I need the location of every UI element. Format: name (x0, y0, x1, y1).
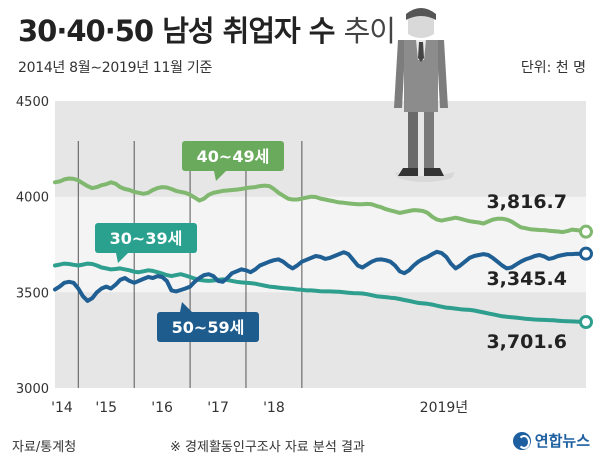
end-point-marker (579, 246, 593, 261)
end-point-marker (579, 224, 593, 239)
footnote: ※ 경제활동인구조사 자료 분석 결과 (170, 440, 365, 455)
label-30-39-pointer (116, 253, 128, 263)
illustration-tie (418, 42, 424, 62)
label-50-59-box (157, 312, 259, 342)
x-tick-label: '14 (51, 400, 73, 416)
band-3000-3500 (55, 292, 586, 388)
y-tick-label: 3000 (16, 382, 49, 397)
end-value-label: 3,701.6 (486, 331, 567, 353)
chart-title: 30·40·50 남성 취업자 수 추이 (18, 8, 396, 50)
illustration-left-shoe (398, 168, 418, 176)
x-tick-label: '17 (207, 400, 229, 416)
series-50-59-line (53, 249, 588, 303)
title-main: 30·40·50 남성 취업자 수 (18, 14, 335, 48)
band-4000-4500 (55, 101, 586, 197)
x-tick-label: '16 (151, 400, 173, 416)
x-tick-label: '15 (95, 400, 117, 416)
x-tick-label: 2019년 (420, 400, 469, 416)
date-range-subtitle: 2014년 8월∼2019년 11월 기준 (18, 60, 213, 76)
y-tick-label: 3500 (16, 286, 49, 301)
label-40-49-pointer (214, 171, 226, 181)
illustration-shadow (395, 172, 455, 182)
y-tick-label: 4000 (16, 191, 49, 206)
end-value-label: 3,816.7 (486, 191, 567, 213)
illustration-head (408, 12, 434, 38)
businessman-illustration (394, 8, 455, 182)
yonhap-logo-icon (512, 431, 531, 450)
illustration-right-shoe (424, 168, 444, 176)
illustration-right-leg (424, 105, 434, 170)
illustration-torso (404, 40, 438, 112)
label-40-49-box (182, 141, 284, 171)
series-30-39-line (53, 261, 588, 324)
series-40-49-line (53, 176, 588, 235)
label-30-39-text: 30∼39세 (110, 229, 183, 248)
label-40-49-text: 40∼49세 (197, 147, 270, 166)
y-tick-label: 4500 (16, 95, 49, 110)
illustration-left-leg (408, 105, 418, 170)
label-30-39-box (95, 223, 197, 253)
source-label: 자료/통계청 (12, 440, 77, 455)
x-tick-label: '18 (263, 400, 285, 416)
label-50-59-text: 50∼59세 (172, 318, 245, 337)
logo-text: 연합뉴스 (534, 432, 590, 450)
title-light: 추이 (343, 14, 396, 48)
label-50-59-pointer (180, 302, 192, 312)
illustration-hair (406, 8, 436, 20)
end-value-label: 3,345.4 (486, 268, 567, 290)
yonhap-logo: 연합뉴스 (512, 430, 590, 451)
end-point-marker (579, 314, 593, 329)
unit-label: 단위: 천 명 (520, 60, 586, 76)
